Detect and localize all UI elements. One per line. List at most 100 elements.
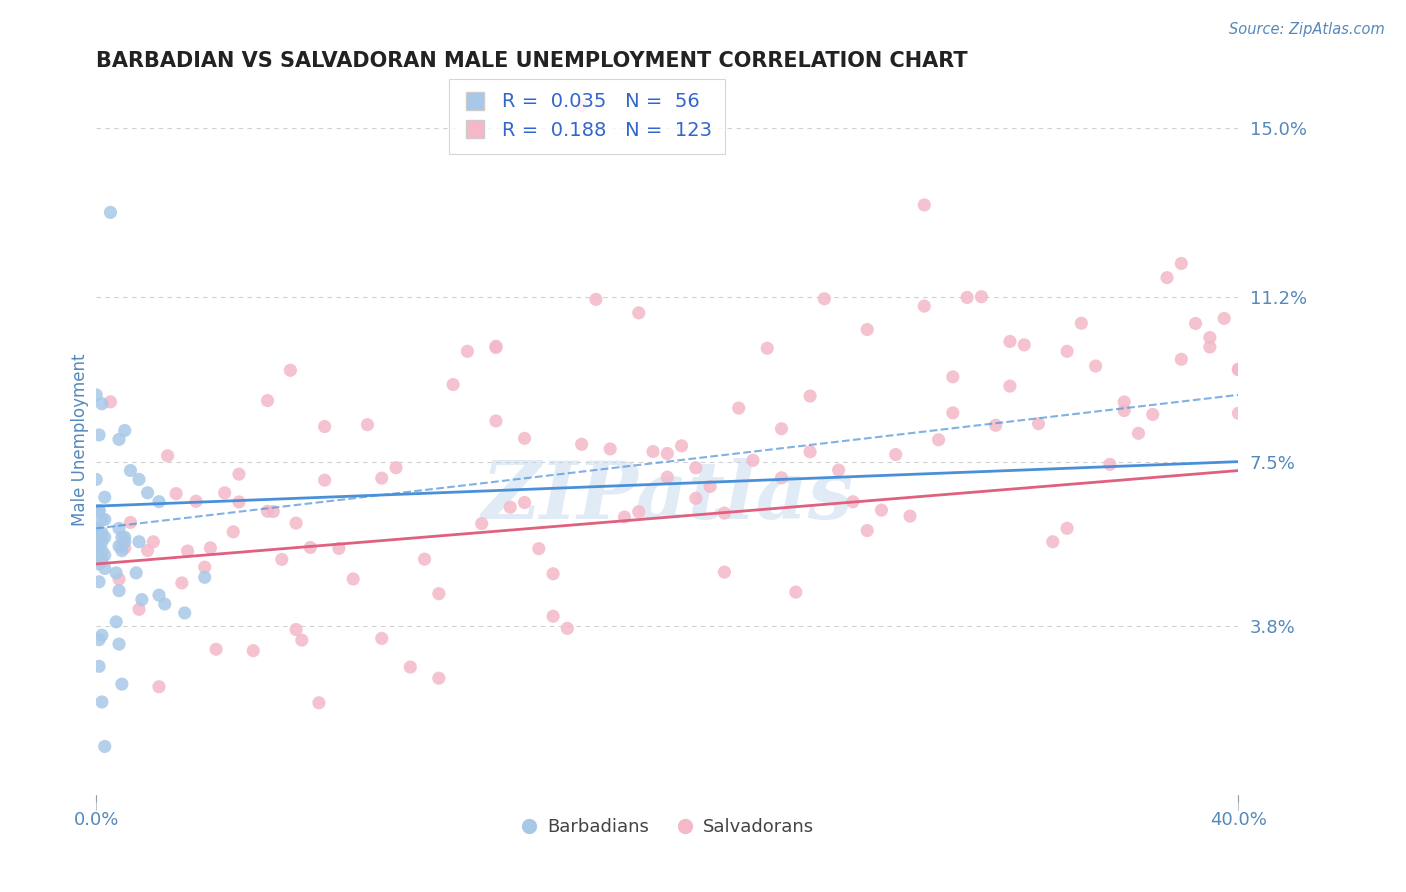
Point: [228, 467, 250, 482]
Point: [1142, 408, 1164, 422]
Point: [90, 512, 112, 526]
Point: [413, 552, 436, 566]
Point: [87, 557, 110, 571]
Point: [100, 205, 122, 219]
Point: [827, 463, 849, 477]
Point: [285, 623, 308, 637]
Point: [513, 431, 536, 445]
Point: [627, 306, 650, 320]
Point: [194, 560, 217, 574]
Point: [94, 512, 117, 526]
Point: [90, 543, 112, 558]
Point: [813, 292, 835, 306]
Point: [727, 401, 749, 416]
Y-axis label: Male Unemployment: Male Unemployment: [72, 353, 89, 525]
Point: [1056, 521, 1078, 535]
Point: [485, 339, 508, 353]
Point: [1098, 458, 1121, 472]
Point: [557, 621, 579, 635]
Point: [385, 460, 408, 475]
Point: [125, 566, 148, 580]
Point: [87, 525, 110, 540]
Point: [170, 576, 193, 591]
Point: [108, 583, 131, 598]
Point: [108, 539, 131, 553]
Point: [928, 433, 950, 447]
Point: [314, 419, 336, 434]
Point: [585, 293, 607, 307]
Point: [176, 544, 198, 558]
Point: [84, 388, 107, 402]
Point: [228, 495, 250, 509]
Point: [1184, 317, 1206, 331]
Point: [742, 453, 765, 467]
Point: [90, 397, 112, 411]
Point: [799, 445, 821, 459]
Point: [87, 659, 110, 673]
Point: [1070, 316, 1092, 330]
Point: [1227, 406, 1250, 420]
Point: [256, 393, 278, 408]
Point: [1170, 256, 1192, 270]
Point: [194, 570, 217, 584]
Point: [898, 509, 921, 524]
Point: [671, 439, 693, 453]
Point: [427, 587, 450, 601]
Point: [111, 543, 134, 558]
Point: [90, 530, 112, 544]
Point: [1198, 340, 1220, 354]
Point: [108, 572, 131, 586]
Point: [785, 585, 807, 599]
Point: [499, 500, 522, 515]
Point: [280, 363, 302, 377]
Point: [84, 521, 107, 535]
Point: [770, 422, 793, 436]
Point: [114, 541, 136, 555]
Point: [105, 566, 128, 580]
Point: [285, 516, 308, 530]
Point: [756, 341, 779, 355]
Point: [613, 510, 636, 524]
Point: [856, 524, 879, 538]
Point: [1114, 395, 1136, 409]
Point: [128, 472, 150, 486]
Point: [111, 530, 134, 544]
Point: [111, 677, 134, 691]
Point: [471, 516, 494, 531]
Point: [1128, 426, 1150, 441]
Point: [314, 473, 336, 487]
Point: [856, 322, 879, 336]
Point: [998, 334, 1021, 349]
Point: [942, 406, 965, 420]
Point: [256, 504, 278, 518]
Point: [128, 602, 150, 616]
Point: [90, 525, 112, 540]
Point: [1056, 344, 1078, 359]
Point: [262, 505, 284, 519]
Point: [90, 552, 112, 566]
Point: [299, 541, 322, 555]
Point: [136, 543, 159, 558]
Point: [222, 524, 245, 539]
Point: [94, 548, 117, 562]
Point: [291, 633, 314, 648]
Point: [699, 479, 721, 493]
Point: [1042, 534, 1064, 549]
Text: BARBADIAN VS SALVADORAN MALE UNEMPLOYMENT CORRELATION CHART: BARBADIAN VS SALVADORAN MALE UNEMPLOYMEN…: [96, 51, 967, 70]
Point: [200, 541, 222, 555]
Point: [90, 695, 112, 709]
Point: [131, 592, 153, 607]
Point: [242, 643, 264, 657]
Point: [1156, 270, 1178, 285]
Point: [114, 424, 136, 438]
Point: [87, 548, 110, 562]
Point: [148, 588, 170, 602]
Point: [657, 446, 679, 460]
Point: [184, 494, 207, 508]
Point: [165, 486, 187, 500]
Point: [1084, 359, 1107, 373]
Point: [94, 490, 117, 504]
Point: [270, 552, 292, 566]
Point: [399, 660, 422, 674]
Point: [90, 534, 112, 549]
